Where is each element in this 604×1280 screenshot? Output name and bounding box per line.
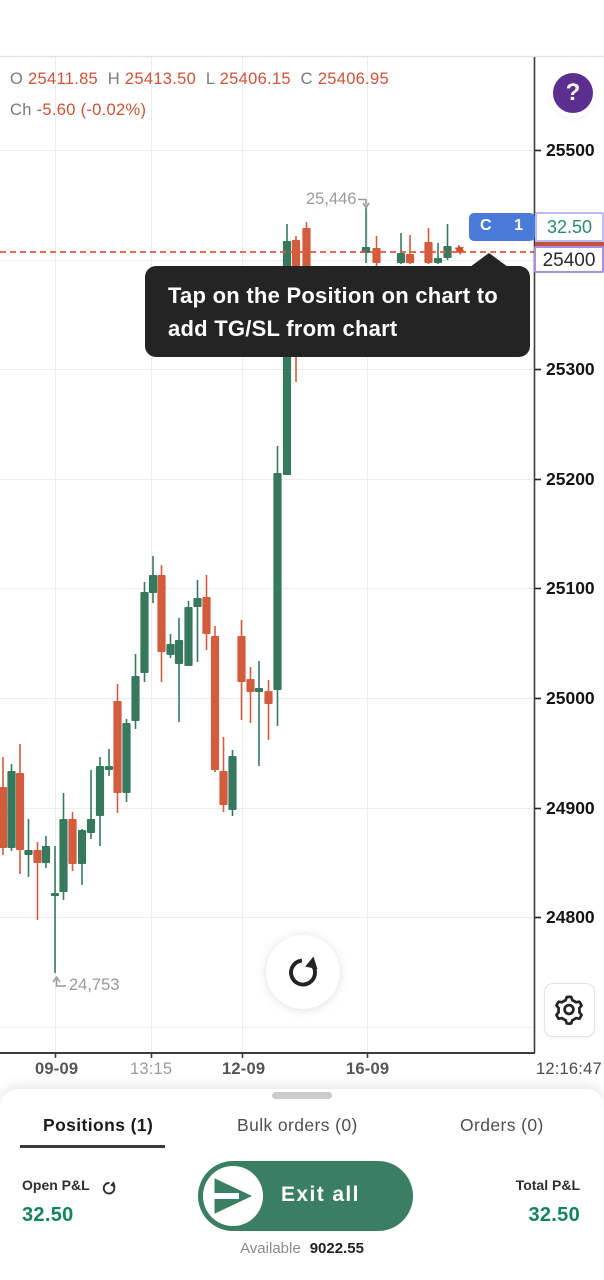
svg-text:25300: 25300 <box>546 359 595 379</box>
svg-text:25500: 25500 <box>546 140 595 160</box>
svg-text:25000: 25000 <box>546 688 595 708</box>
svg-text:24800: 24800 <box>546 907 595 927</box>
svg-text:24,753: 24,753 <box>69 976 119 994</box>
svg-text:25100: 25100 <box>546 578 595 598</box>
svg-text:25,446: 25,446 <box>306 190 356 208</box>
svg-text:25200: 25200 <box>546 469 595 489</box>
svg-text:24900: 24900 <box>546 798 595 818</box>
